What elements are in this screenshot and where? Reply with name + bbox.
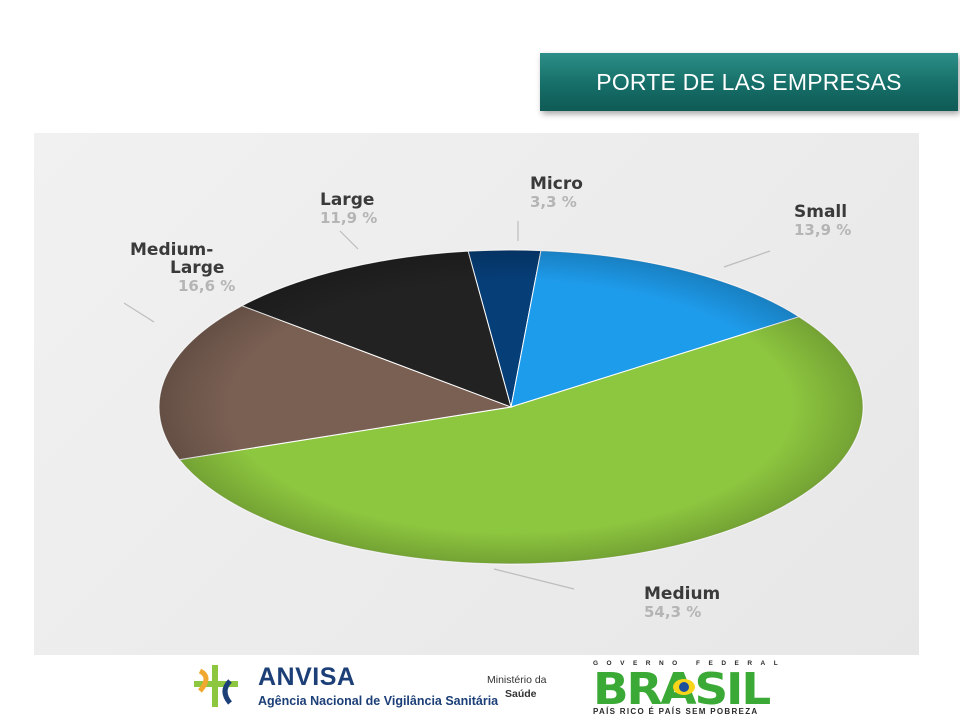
slice-value-micro: 3,3 % (530, 193, 577, 211)
slice-value-medium-large: 16,6 % (178, 277, 235, 295)
governo-federal-label: GOVERNO FEDERAL (593, 660, 787, 667)
slice-name-medium: Medium (644, 584, 720, 604)
leader-line-medium-large (123, 302, 155, 323)
anvisa-name: ANVISA (258, 663, 356, 691)
leader-line-large (339, 230, 359, 250)
ministerio-saude: Ministério da Saúde (487, 673, 547, 701)
slice-value-medium: 54,3 % (644, 603, 701, 621)
leader-line-small (723, 250, 771, 268)
ministerio-line2: Saúde (505, 688, 537, 700)
slice-value-large: 11,9 % (320, 209, 377, 227)
slice-name-medium-large-0: Medium- (130, 240, 213, 260)
slice-name-medium-large-1: Large (170, 258, 224, 278)
slice-name-micro: Micro (530, 174, 583, 194)
title-banner: PORTE DE LAS EMPRESAS (540, 53, 958, 111)
chart-panel: Micro 3,3 % Small 13,9 % Medium 54,3 % Medium-… (34, 133, 919, 655)
anvisa-logo-icon (194, 665, 238, 707)
slice-name-large: Large (320, 190, 374, 210)
slice-value-small: 13,9 % (794, 221, 851, 239)
ministerio-line1: Ministério da (487, 674, 547, 686)
leader-line-medium (493, 568, 575, 590)
page-title: PORTE DE LAS EMPRESAS (596, 68, 902, 95)
government-slogan: PAÍS RICO É PAÍS SEM POBREZA (593, 707, 759, 716)
anvisa-subtitle: Agência Nacional de Vigilância Sanitária (258, 694, 499, 708)
slice-name-small: Small (794, 202, 847, 222)
brasil-logo-icon: BRASIL (592, 669, 770, 707)
footer: ANVISA Agência Nacional de Vigilância Sa… (0, 655, 960, 720)
